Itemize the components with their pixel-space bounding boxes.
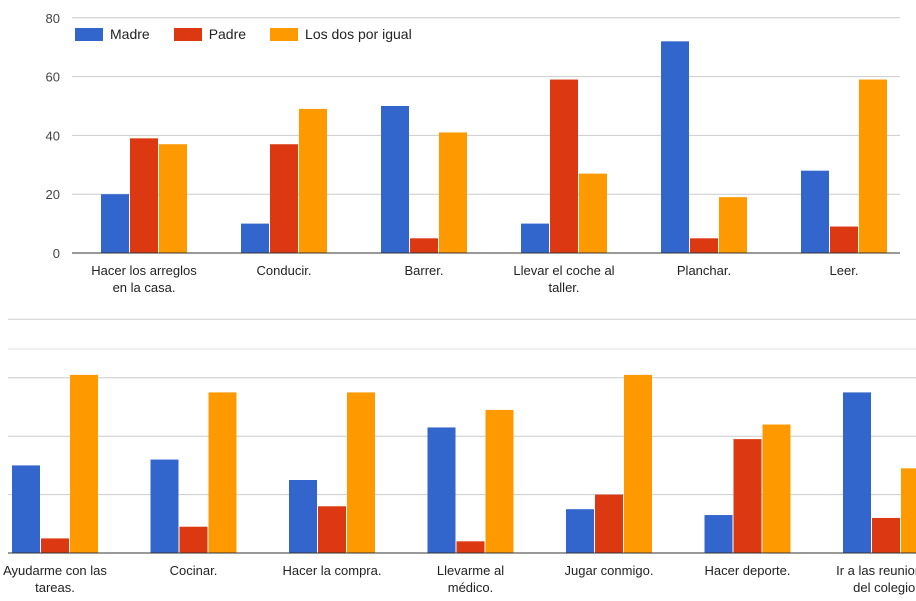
y-tick-label: 80: [46, 11, 60, 26]
bar-madre: [521, 223, 549, 253]
x-category-label: Ayudarme con las: [3, 563, 107, 578]
x-category-label: tareas.: [35, 580, 75, 595]
bar-padre: [690, 238, 718, 253]
y-tick-label: 0: [53, 246, 60, 261]
x-category-label: Ir a las reuniones: [836, 563, 916, 578]
bar-padre: [270, 144, 298, 253]
x-category-label: en la casa.: [113, 280, 176, 295]
legend-label-padre: Padre: [208, 26, 247, 42]
y-tick-label: 20: [46, 187, 60, 202]
bar-padre: [179, 526, 208, 553]
bar-padre: [318, 506, 346, 553]
legend-label-los-dos: Los dos por igual: [305, 26, 412, 42]
legend-label-madre: Madre: [110, 26, 150, 42]
bar-madre: [801, 170, 829, 253]
x-category-label: Llevar el coche al: [513, 263, 614, 278]
bar-los-dos-por-igual: [70, 374, 98, 553]
bar-padre: [550, 79, 578, 253]
bar-madre: [289, 480, 317, 553]
bar-los-dos-por-igual: [299, 108, 327, 253]
bar-los-dos-por-igual: [624, 374, 652, 553]
bar-madre: [101, 194, 129, 253]
bar-padre: [733, 439, 762, 553]
chart-legend: Madre Padre Los dos por igual: [75, 26, 436, 42]
bar-los-dos-por-igual: [859, 79, 887, 253]
x-category-label: Hacer los arreglos: [91, 263, 197, 278]
bar-los-dos-por-igual: [485, 409, 514, 553]
bar-los-dos-por-igual: [762, 424, 791, 553]
x-category-label: Hacer la compra.: [283, 563, 382, 578]
y-tick-label: 40: [46, 128, 60, 143]
x-category-label: Conducir.: [257, 263, 312, 278]
x-category-label: Hacer deporte.: [705, 563, 791, 578]
y-tick-label: 60: [46, 70, 60, 85]
x-category-label: del colegio.: [853, 580, 916, 595]
bar-los-dos-por-igual: [159, 144, 187, 253]
bar-padre: [830, 226, 858, 253]
bar-padre: [41, 538, 69, 553]
bar-madre: [661, 41, 689, 253]
x-category-label: Llevarme al: [437, 563, 504, 578]
bar-los-dos-por-igual: [347, 392, 375, 553]
bar-padre: [130, 138, 158, 253]
bar-madre: [381, 106, 409, 253]
bar-madre: [704, 515, 733, 553]
x-category-label: taller.: [548, 280, 579, 295]
bar-padre: [595, 494, 623, 553]
legend-item-los-dos: Los dos por igual: [270, 26, 412, 42]
x-category-label: Planchar.: [677, 263, 731, 278]
x-category-label: Cocinar.: [170, 563, 218, 578]
legend-swatch-madre: [75, 27, 103, 41]
legend-item-madre: Madre: [75, 26, 150, 42]
bar-los-dos-por-igual: [208, 392, 237, 553]
bar-los-dos-por-igual: [719, 197, 747, 253]
bar-padre: [872, 517, 900, 553]
legend-swatch-los-dos: [270, 27, 299, 41]
bar-los-dos-por-igual: [901, 468, 916, 553]
bar-madre: [427, 427, 456, 553]
bar-madre: [150, 459, 179, 553]
bar-los-dos-por-igual: [439, 132, 467, 253]
x-category-label: médico.: [448, 580, 494, 595]
bar-los-dos-por-igual: [579, 173, 607, 253]
bar-padre: [456, 541, 485, 553]
x-category-label: Leer.: [830, 263, 859, 278]
bar-madre: [843, 392, 871, 553]
bar-madre: [566, 509, 594, 553]
legend-item-padre: Padre: [173, 26, 247, 42]
bar-madre: [241, 223, 269, 253]
x-category-label: Jugar conmigo.: [565, 563, 654, 578]
legend-swatch-padre: [173, 27, 202, 41]
bar-padre: [410, 238, 438, 253]
x-category-label: Barrer.: [404, 263, 443, 278]
bar-madre: [12, 465, 40, 553]
